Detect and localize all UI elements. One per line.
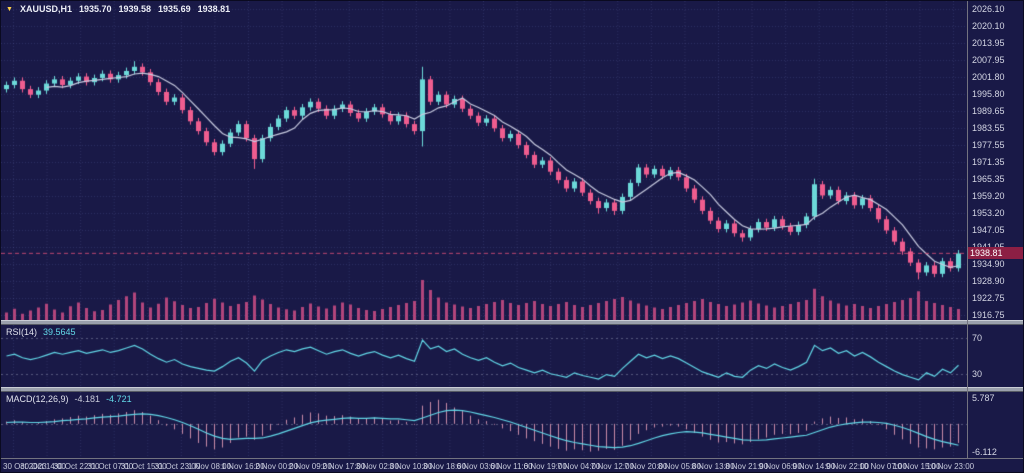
- time-axis-label: 7 Nov 04:00: [557, 462, 601, 471]
- price-axis-label: 2001.80: [972, 72, 1005, 83]
- macd-label: MACD(12,26,9): [6, 394, 69, 404]
- price-axis-label: 1959.20: [972, 191, 1005, 202]
- price-axis-label: 1989.65: [972, 106, 1005, 117]
- ohlc-close: 1938.81: [197, 4, 231, 14]
- time-axis[interactable]: 30 Oct 2023 30 Oct 14:00 30 Oct 22:00 31 Oc…: [1, 458, 1023, 472]
- rsi-axis[interactable]: 70 30: [969, 325, 1023, 387]
- ohlc-low: 1935.69: [158, 4, 191, 14]
- time-axis-label: 1 Nov 08:00: [187, 462, 232, 471]
- ohlc-open: 1935.70: [78, 4, 112, 14]
- time-axis-label: 9 Nov 06:00: [758, 462, 802, 471]
- price-panel: ▼ XAUUSD,H1 1935.70 1939.58 1935.69 1938…: [1, 1, 1023, 320]
- last-price-tag: 1938.81: [968, 247, 1023, 260]
- time-axis-label: 31 Oct 15:00: [120, 462, 167, 471]
- time-axis-label: 9 Nov 14:00: [792, 462, 836, 471]
- rsi-level-label: 30: [972, 368, 983, 379]
- time-axis-label: 30 Oct 14:00: [20, 462, 66, 471]
- time-axis-label: 31 Oct 23:00: [154, 462, 201, 471]
- price-axis-label: 2013.95: [972, 38, 1005, 49]
- rsi-chart-canvas[interactable]: [1, 325, 967, 387]
- time-axis-label: 9 Nov 22:00: [825, 462, 869, 471]
- time-axis-label: 3 Nov 10:00: [389, 462, 433, 471]
- time-axis-label: 10 Nov 23:00: [926, 462, 975, 471]
- macd-axis-label: 5.787: [972, 392, 995, 403]
- price-axis-label: 1934.90: [972, 259, 1005, 270]
- ohlc-high: 1939.58: [118, 4, 152, 14]
- time-axis-label: 2 Nov 17:00: [322, 462, 366, 471]
- time-axis-label: 30 Oct 22:00: [53, 462, 100, 471]
- rsi-level-label: 70: [972, 333, 983, 344]
- price-chart-canvas[interactable]: [1, 1, 967, 320]
- rsi-label: RSI(14): [6, 327, 38, 337]
- time-axis-label: 7 Nov 20:00: [624, 462, 668, 471]
- price-axis-label: 1953.20: [972, 208, 1005, 219]
- time-axis-label: 10 Nov 15:00: [892, 462, 941, 471]
- macd-axis-label: -6.112: [972, 446, 997, 457]
- time-axis-label: 2 Nov 00:00: [255, 462, 299, 471]
- price-scale-divider: [967, 1, 968, 458]
- time-axis-label: 6 Nov 19:00: [523, 462, 567, 471]
- price-axis-label: 1922.75: [972, 293, 1005, 304]
- time-axis-label: 3 Nov 02:00: [355, 462, 399, 471]
- price-axis[interactable]: 2026.10 2020.10 2013.95 2007.95 2001.80 1995.…: [969, 1, 1023, 321]
- time-axis-label: 7 Nov 12:00: [590, 462, 634, 471]
- price-axis-label: 1941.05: [972, 242, 1005, 252]
- price-axis-label: 2026.10: [972, 4, 1005, 15]
- price-axis-label: 2007.95: [972, 54, 1005, 65]
- time-axis-label: 8 Nov 21:00: [725, 462, 769, 471]
- price-axis-label: 1983.55: [972, 123, 1005, 134]
- time-axis-label: 8 Nov 05:00: [657, 462, 702, 471]
- macd-signal-value: -4.721: [106, 394, 132, 404]
- time-axis-label: 6 Nov 11:00: [490, 462, 533, 471]
- symbol-period-label: XAUUSD,H1: [19, 4, 72, 14]
- symbol-marker-icon: ▼: [6, 5, 13, 13]
- time-axis-label: 30 Oct 2023: [3, 462, 47, 471]
- macd-main-value: -4.181: [74, 394, 101, 404]
- price-axis-label: 2020.10: [972, 20, 1005, 31]
- macd-header: MACD(12,26,9) -4.181 -4.721: [6, 394, 132, 404]
- chart-header: ▼ XAUUSD,H1 1935.70 1939.58 1935.69 1938…: [6, 4, 230, 14]
- macd-chart-canvas[interactable]: [1, 392, 967, 458]
- price-axis-label: 1916.75: [972, 310, 1005, 321]
- panel-resize-separator[interactable]: [1, 387, 1023, 392]
- time-axis-label: 3 Nov 18:00: [422, 462, 467, 471]
- time-axis-label: 2 Nov 09:00: [288, 462, 332, 471]
- rsi-panel: RSI(14) 39.5645: [1, 325, 1023, 387]
- panel-resize-separator[interactable]: [1, 320, 1023, 325]
- time-axis-label: 1 Nov 16:00: [221, 462, 265, 471]
- price-axis-label: 1995.80: [972, 88, 1005, 99]
- time-axis-label: 8 Nov 13:00: [691, 462, 735, 471]
- price-axis-label: 1928.90: [972, 276, 1005, 287]
- price-axis-label: 1977.55: [972, 139, 1005, 150]
- rsi-value: 39.5645: [43, 327, 76, 337]
- time-axis-label: 6 Nov 03:00: [456, 462, 500, 471]
- macd-panel: MACD(12,26,9) -4.181 -4.721: [1, 392, 1023, 458]
- price-axis-label: 1965.35: [972, 174, 1005, 185]
- time-axis-label: 31 Oct 07:00: [87, 462, 134, 471]
- macd-axis[interactable]: 5.787 -6.112: [969, 392, 1023, 458]
- rsi-header: RSI(14) 39.5645: [6, 327, 76, 337]
- price-axis-label: 1947.05: [972, 225, 1005, 236]
- time-axis-label: 10 Nov 07:00: [859, 462, 907, 471]
- price-axis-label: 1971.35: [972, 157, 1005, 168]
